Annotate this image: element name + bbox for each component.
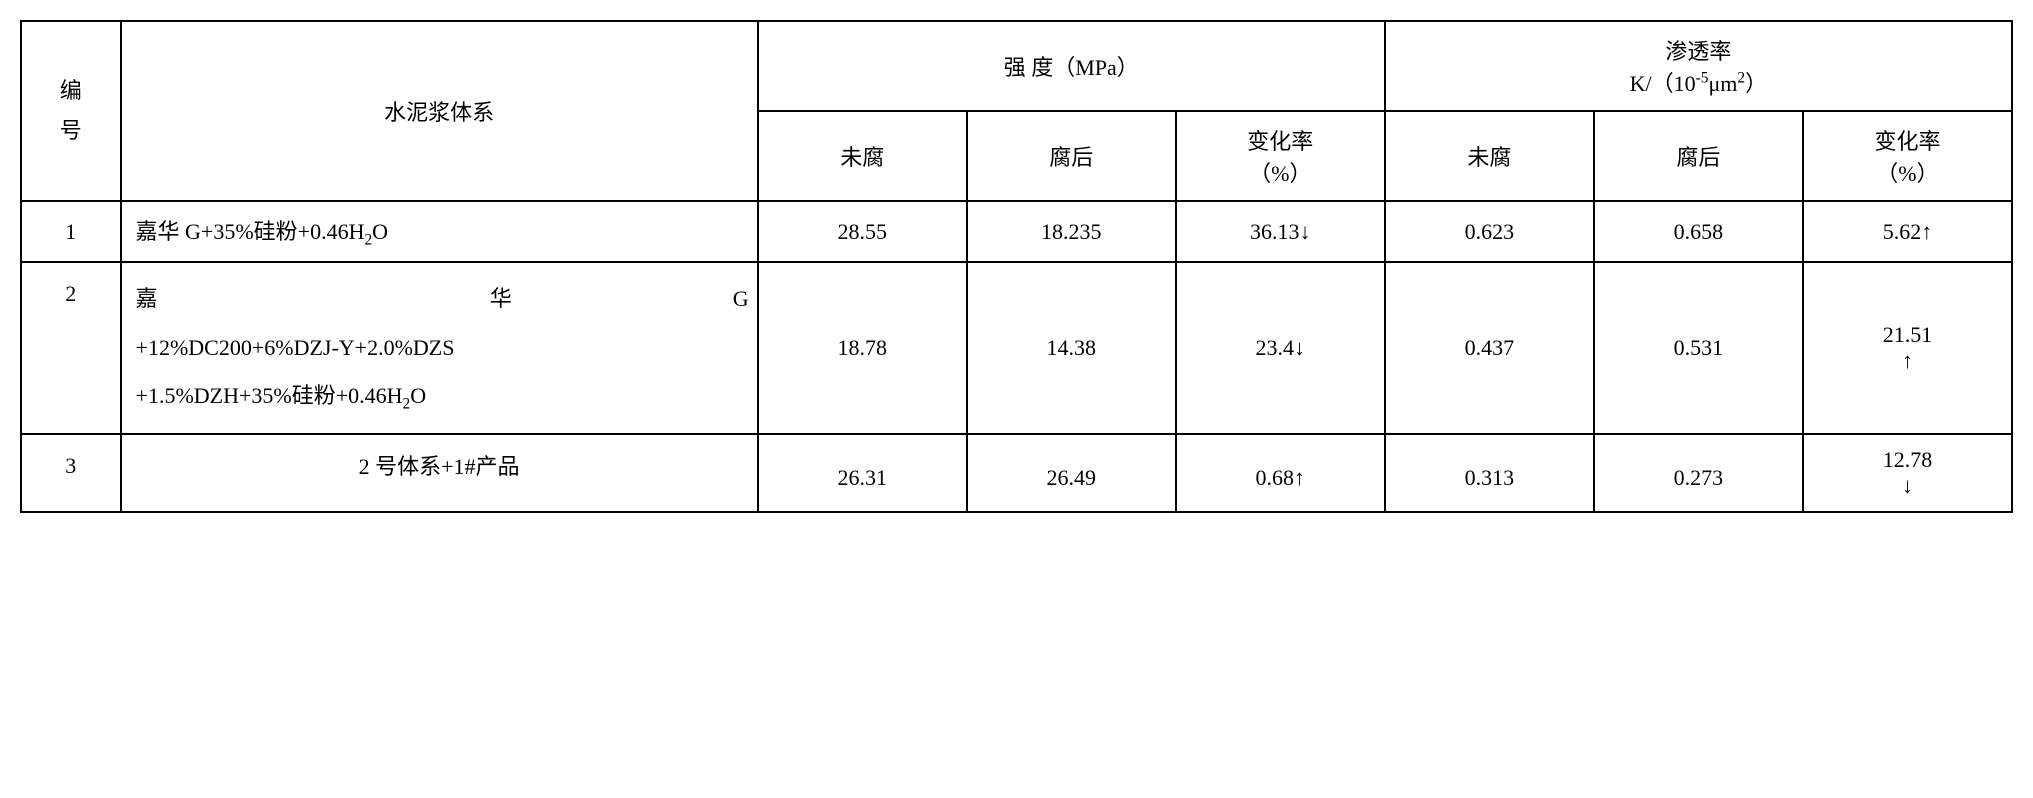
cell-strength-before: 28.55: [758, 201, 967, 262]
header-strength-after: 腐后: [967, 111, 1176, 201]
system-line: +1.5%DZH+35%硅粉+0.46H2O: [136, 372, 749, 421]
cell-perm-change: 12.78↓: [1803, 434, 2012, 512]
cell-strength-after: 14.38: [967, 262, 1176, 434]
cell-perm-after: 0.658: [1594, 201, 1803, 262]
header-system: 水泥浆体系: [121, 21, 758, 201]
cell-strength-change: 23.4↓: [1176, 262, 1385, 434]
cell-perm-change: 5.62↑: [1803, 201, 2012, 262]
header-row-1: 编 号 水泥浆体系 强 度（MPa） 渗透率 K/（10-5μm2）: [21, 21, 2012, 111]
system-line: 嘉 华 G: [136, 275, 749, 323]
table-row: 3 2 号体系+1#产品 26.31 26.49 0.68↑ 0.313 0.2…: [21, 434, 2012, 512]
cell-id: 3: [21, 434, 121, 512]
cell-strength-change: 0.68↑: [1176, 434, 1385, 512]
cell-id: 1: [21, 201, 121, 262]
data-table: 编 号 水泥浆体系 强 度（MPa） 渗透率 K/（10-5μm2） 未腐 腐后…: [20, 20, 2013, 513]
header-id: 编 号: [21, 21, 121, 201]
cell-system: 嘉 华 G +12%DC200+6%DZJ-Y+2.0%DZS +1.5%DZH…: [121, 262, 758, 434]
header-perm-line2: K/（10-5μm2）: [1630, 71, 1767, 96]
table-header: 编 号 水泥浆体系 强 度（MPa） 渗透率 K/（10-5μm2） 未腐 腐后…: [21, 21, 2012, 201]
cell-strength-after: 18.235: [967, 201, 1176, 262]
header-perm-group: 渗透率 K/（10-5μm2）: [1385, 21, 2012, 111]
cell-perm-before: 0.623: [1385, 201, 1594, 262]
header-strength-before: 未腐: [758, 111, 967, 201]
cell-perm-after: 0.531: [1594, 262, 1803, 434]
cell-system: 嘉华 G+35%硅粉+0.46H2O: [121, 201, 758, 262]
table-row: 1 嘉华 G+35%硅粉+0.46H2O 28.55 18.235 36.13↓…: [21, 201, 2012, 262]
cell-strength-before: 18.78: [758, 262, 967, 434]
cell-strength-change: 36.13↓: [1176, 201, 1385, 262]
header-perm-change: 变化率 （%）: [1803, 111, 2012, 201]
system-line: +12%DC200+6%DZJ-Y+2.0%DZS: [136, 324, 749, 372]
header-perm-after: 腐后: [1594, 111, 1803, 201]
header-strength-group: 强 度（MPa）: [758, 21, 1385, 111]
cell-system: 2 号体系+1#产品: [121, 434, 758, 512]
header-id-char1: 编: [60, 78, 82, 103]
cell-strength-after: 26.49: [967, 434, 1176, 512]
header-perm-line1: 渗透率: [1665, 39, 1731, 64]
header-strength-change: 变化率 （%）: [1176, 111, 1385, 201]
cell-perm-change: 21.51↑: [1803, 262, 2012, 434]
cell-id: 2: [21, 262, 121, 434]
header-id-char2: 号: [60, 118, 82, 143]
cell-perm-after: 0.273: [1594, 434, 1803, 512]
table-row: 2 嘉 华 G +12%DC200+6%DZJ-Y+2.0%DZS +1.5%D…: [21, 262, 2012, 434]
cell-strength-before: 26.31: [758, 434, 967, 512]
header-perm-before: 未腐: [1385, 111, 1594, 201]
table-body: 1 嘉华 G+35%硅粉+0.46H2O 28.55 18.235 36.13↓…: [21, 201, 2012, 512]
cell-perm-before: 0.437: [1385, 262, 1594, 434]
cell-perm-before: 0.313: [1385, 434, 1594, 512]
